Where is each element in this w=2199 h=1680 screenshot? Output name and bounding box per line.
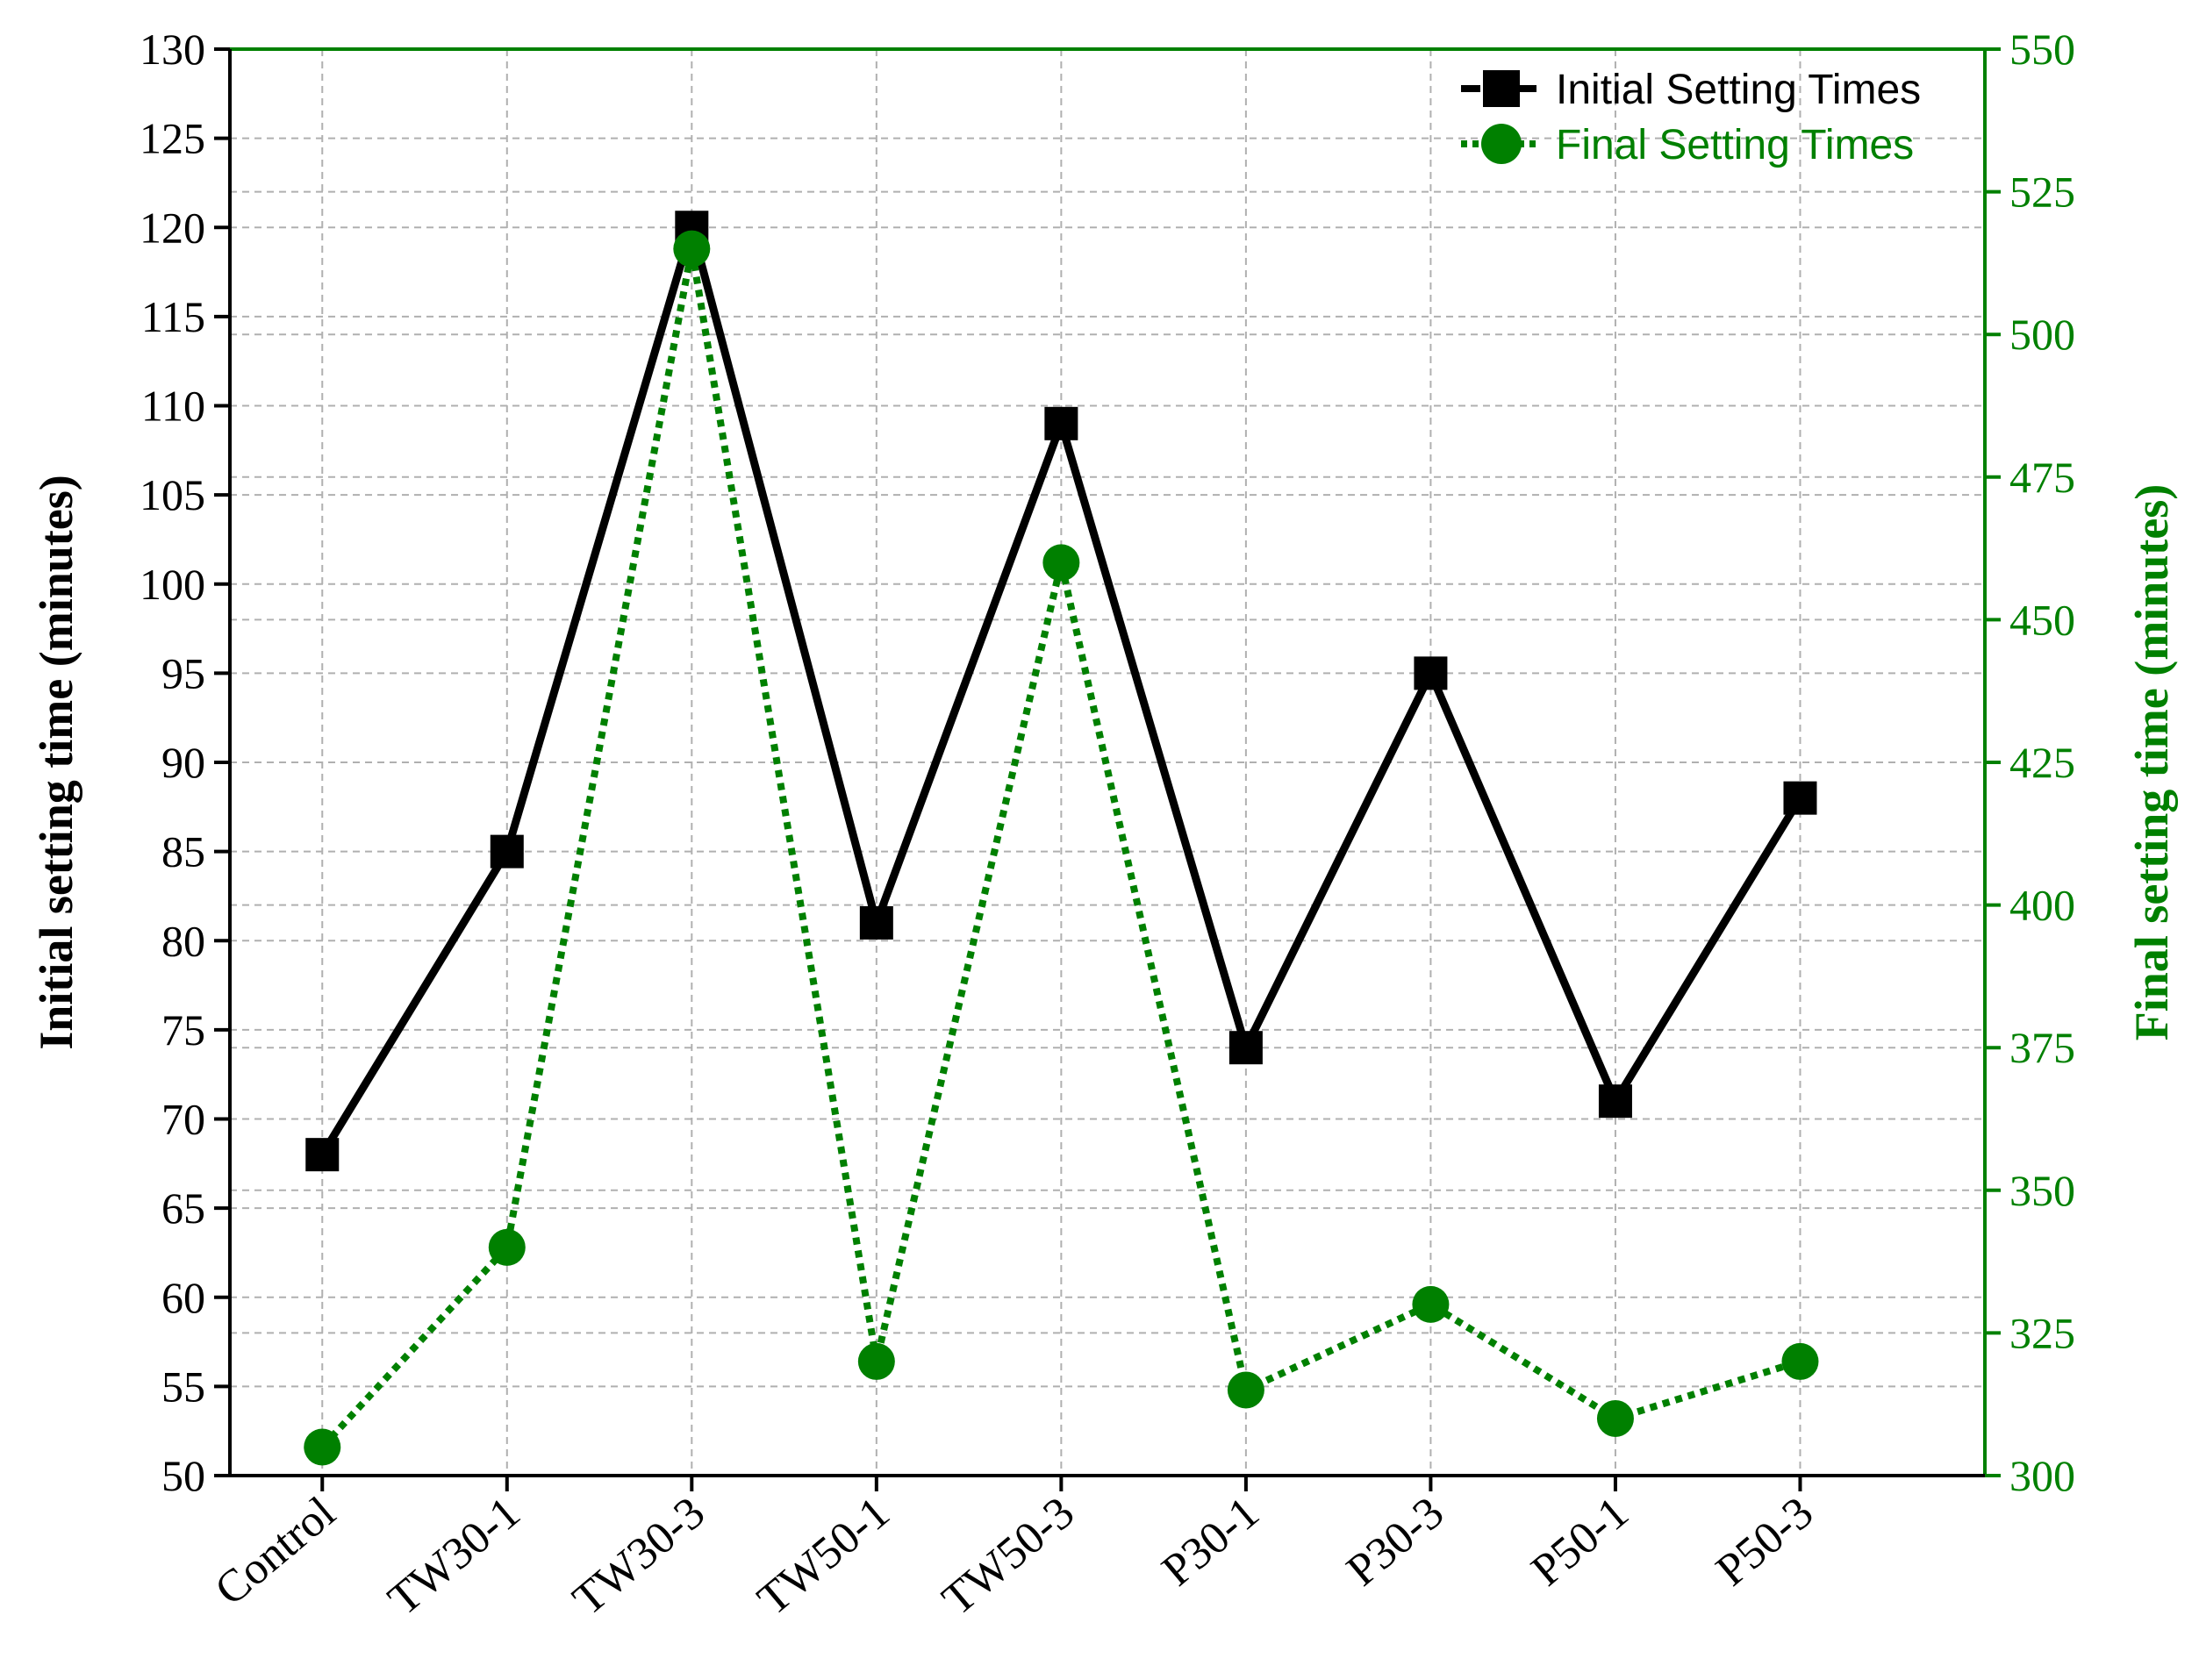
- y-left-tick-label: 90: [161, 738, 205, 787]
- legend-label-initial: Initial Setting Times: [1556, 67, 1921, 113]
- y-left-tick-label: 110: [141, 382, 205, 431]
- y-left-tick-label: 105: [140, 470, 205, 519]
- grid-layer: [230, 49, 1985, 1476]
- legend-marker-final: [1481, 124, 1522, 164]
- data-point-initial: [1598, 1084, 1632, 1119]
- legend: Initial Setting Times Final Setting Times: [1461, 67, 1921, 168]
- y-left-tick-label: 100: [140, 560, 205, 609]
- y-left-tick-label: 130: [140, 25, 205, 74]
- y-right-tick-label: 475: [2009, 453, 2075, 502]
- y-left-tick-label: 50: [161, 1451, 205, 1500]
- y-right-tick-label: 400: [2009, 881, 2075, 930]
- data-point-final: [1781, 1342, 1819, 1380]
- data-point-final: [304, 1428, 341, 1466]
- data-point-final: [1596, 1399, 1634, 1437]
- x-tick-label: P30-3: [1337, 1488, 1453, 1597]
- data-point-initial: [859, 905, 893, 940]
- y-right-tick-label: 325: [2009, 1308, 2075, 1357]
- y-right-tick-label: 375: [2009, 1023, 2075, 1072]
- y-left-tick-label: 120: [140, 203, 205, 252]
- y-left-tick-label: 65: [161, 1183, 205, 1233]
- y-left-tick-label: 55: [161, 1362, 205, 1411]
- y-right-tick-label: 300: [2009, 1451, 2075, 1500]
- data-point-initial: [1783, 781, 1817, 815]
- data-point-final: [1412, 1285, 1450, 1323]
- data-point-initial: [1414, 656, 1448, 690]
- y-left-tick-label: 115: [141, 292, 205, 341]
- data-point-initial: [490, 834, 524, 869]
- y-left-tick-label: 75: [161, 1005, 205, 1054]
- x-tick-label: P30-1: [1153, 1488, 1269, 1597]
- y-right-tick-label: 350: [2009, 1166, 2075, 1215]
- y-axis-left-title: Initial setting time (minutes): [30, 475, 82, 1049]
- series-layer: [304, 211, 1819, 1466]
- series-line-final: [319, 247, 1801, 1450]
- x-tick-label: Control: [206, 1488, 345, 1616]
- x-tick-label: TW50-1: [749, 1488, 899, 1626]
- y-left-tick-label: 60: [161, 1273, 205, 1322]
- x-tick-label: TW50-3: [933, 1488, 1084, 1626]
- x-tick-label: P50-3: [1707, 1488, 1823, 1597]
- y-right-tick-label: 425: [2009, 738, 2075, 787]
- x-tick-label: P50-1: [1522, 1488, 1638, 1597]
- data-point-final: [1042, 544, 1080, 582]
- legend-marker-initial: [1483, 70, 1520, 107]
- data-point-initial: [305, 1138, 340, 1172]
- y-left-tick-label: 70: [161, 1095, 205, 1144]
- data-point-final: [1227, 1371, 1264, 1409]
- data-point-initial: [1228, 1031, 1263, 1065]
- y-left-tick-label: 125: [140, 114, 205, 163]
- x-tick-label: TW30-3: [563, 1488, 714, 1626]
- y-right-tick-label: 450: [2009, 595, 2075, 644]
- y-left-tick-label: 80: [161, 916, 205, 965]
- data-point-final: [673, 230, 711, 268]
- data-point-final: [857, 1342, 895, 1380]
- data-point-initial: [1044, 406, 1078, 440]
- legend-label-final: Final Setting Times: [1556, 122, 1914, 168]
- data-point-final: [488, 1228, 526, 1266]
- y-right-tick-label: 550: [2009, 25, 2075, 74]
- y-left-tick-label: 85: [161, 827, 205, 876]
- y-axis-right-title: Final setting time (minutes): [2125, 484, 2178, 1040]
- y-right-tick-label: 525: [2009, 168, 2075, 217]
- y-left-tick-label: 95: [161, 648, 205, 697]
- x-tick-label: TW30-1: [379, 1488, 530, 1626]
- y-right-tick-label: 500: [2009, 310, 2075, 359]
